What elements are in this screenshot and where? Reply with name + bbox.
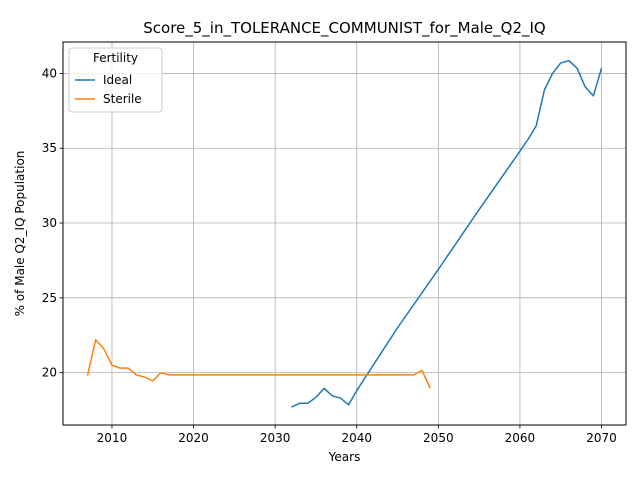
x-axis-label: Years bbox=[328, 450, 361, 464]
legend: Fertility Ideal Sterile bbox=[68, 47, 163, 113]
axis-ticks: 2010 2020 2030 2040 2050 2060 2070 20 25 30 35 40 bbox=[42, 66, 617, 445]
x-tick-label: 2050 bbox=[423, 431, 454, 445]
x-tick-label: 2010 bbox=[97, 431, 128, 445]
x-tick-label: 2070 bbox=[586, 431, 617, 445]
legend-items: Ideal Sterile bbox=[75, 73, 142, 106]
legend-label-sterile: Sterile bbox=[103, 92, 142, 106]
legend-box bbox=[68, 47, 163, 113]
legend-title: Fertility bbox=[93, 51, 138, 65]
series-lines bbox=[86, 59, 603, 408]
y-tick-label: 40 bbox=[42, 66, 57, 80]
chart-title: Score_5_in_TOLERANCE_COMMUNIST_for_Male_… bbox=[143, 19, 546, 38]
x-tick-label: 2060 bbox=[505, 431, 536, 445]
y-tick-label: 35 bbox=[42, 141, 57, 155]
plot-area-frame bbox=[62, 41, 627, 426]
series-line-ideal bbox=[291, 59, 603, 408]
y-tick-label: 25 bbox=[42, 291, 57, 305]
x-tick-label: 2030 bbox=[260, 431, 291, 445]
legend-label-ideal: Ideal bbox=[103, 73, 132, 87]
x-tick-label: 2040 bbox=[341, 431, 372, 445]
series-line-sterile bbox=[86, 338, 431, 389]
y-tick-label: 20 bbox=[42, 366, 57, 380]
x-tick-label: 2020 bbox=[178, 431, 209, 445]
y-axis-label: % of Male Q2_IQ Population bbox=[13, 151, 27, 317]
grid bbox=[63, 42, 626, 425]
y-tick-label: 30 bbox=[42, 216, 57, 230]
